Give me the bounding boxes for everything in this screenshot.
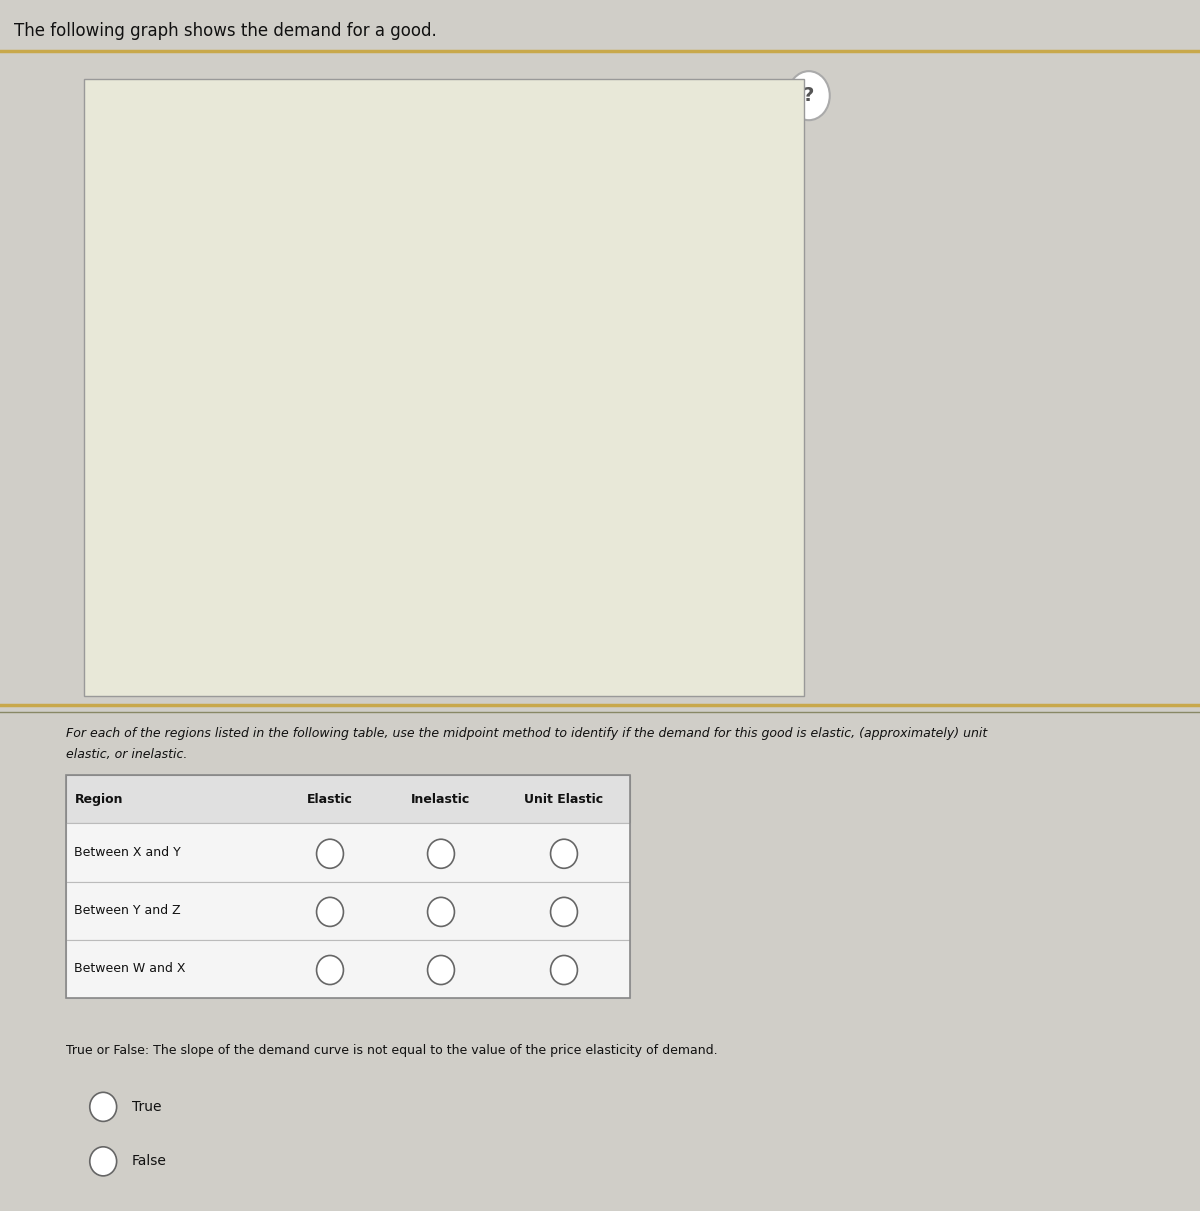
Circle shape	[90, 1092, 116, 1121]
Circle shape	[317, 955, 343, 985]
Text: Y: Y	[426, 345, 433, 355]
Text: W: W	[678, 567, 689, 576]
Text: Between X and Y: Between X and Y	[74, 846, 181, 859]
Circle shape	[317, 897, 343, 926]
Text: elastic, or inelastic.: elastic, or inelastic.	[66, 748, 187, 762]
Circle shape	[90, 1147, 116, 1176]
Circle shape	[427, 839, 455, 868]
Text: For each of the regions listed in the following table, use the midpoint method t: For each of the regions listed in the fo…	[66, 727, 988, 740]
Circle shape	[551, 897, 577, 926]
Text: The following graph shows the demand for a good.: The following graph shows the demand for…	[14, 22, 437, 40]
Text: Demand: Demand	[678, 592, 725, 602]
Circle shape	[427, 955, 455, 985]
X-axis label: QUANTITY (Units): QUANTITY (Units)	[408, 672, 504, 683]
Text: Z: Z	[246, 186, 253, 196]
Circle shape	[317, 839, 343, 868]
Circle shape	[427, 897, 455, 926]
Text: True: True	[132, 1100, 162, 1114]
Circle shape	[788, 71, 829, 120]
Text: True or False: The slope of the demand curve is not equal to the value of the pr: True or False: The slope of the demand c…	[66, 1044, 718, 1057]
Text: X: X	[498, 408, 505, 418]
Text: Region: Region	[74, 793, 122, 805]
Text: Between Y and Z: Between Y and Z	[74, 905, 181, 917]
Text: Inelastic: Inelastic	[412, 793, 470, 805]
Circle shape	[551, 955, 577, 985]
Text: ?: ?	[803, 86, 815, 105]
Text: Unit Elastic: Unit Elastic	[524, 793, 604, 805]
Text: Between W and X: Between W and X	[74, 963, 186, 975]
Y-axis label: PRICE (Dollars per unit): PRICE (Dollars per unit)	[110, 316, 120, 447]
Text: Elastic: Elastic	[307, 793, 353, 805]
Circle shape	[551, 839, 577, 868]
Text: False: False	[132, 1154, 167, 1169]
